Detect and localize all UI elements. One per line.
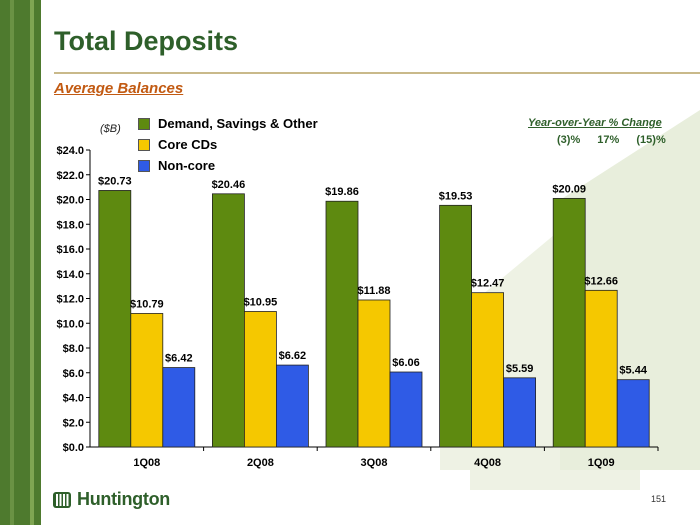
chart-legend: Demand, Savings & Other Core CDs Non-cor… (138, 113, 318, 176)
y-tick-label: $4.0 (63, 393, 84, 405)
y-tick-label: $6.0 (63, 368, 84, 380)
legend-swatch-core (138, 138, 150, 151)
unit-label: ($B) (100, 123, 121, 135)
y-tick-label: $22.0 (56, 170, 84, 182)
bar (98, 190, 132, 448)
data-label: $20.73 (98, 175, 132, 187)
legend-swatch-noncore (138, 159, 150, 172)
bar (503, 377, 537, 448)
legend-label-demand: Demand, Savings & Other (158, 116, 318, 131)
bar (162, 367, 196, 448)
data-label: $10.79 (130, 298, 164, 310)
yoy-change-core: 17% (597, 134, 620, 146)
data-label: $5.44 (619, 365, 647, 377)
title-divider (54, 72, 700, 74)
logo-text: Huntington (77, 489, 170, 509)
page-subtitle: Average Balances (54, 80, 184, 97)
y-tick-label: $0.0 (63, 442, 84, 454)
yoy-change-demand: (3)% (557, 134, 581, 146)
y-tick-label: $16.0 (56, 244, 84, 256)
data-label: $6.06 (392, 357, 420, 369)
legend-label-noncore: Non-core (158, 158, 216, 173)
company-logo: Huntington (52, 489, 170, 510)
legend-swatch-demand (138, 117, 150, 130)
x-tick-label: 1Q09 (588, 457, 615, 469)
bar (211, 193, 245, 448)
data-label: $12.66 (584, 275, 618, 287)
y-tick-label: $8.0 (63, 343, 84, 355)
bar (325, 200, 359, 448)
legend-item-core: Core CDs (138, 134, 318, 155)
bar (439, 204, 473, 448)
page-number: 151 (651, 494, 667, 504)
y-tick-label: $14.0 (56, 269, 84, 281)
page-title: Total Deposits (54, 26, 239, 56)
bar (243, 311, 277, 448)
data-label: $10.95 (244, 296, 278, 308)
y-tick-label: $24.0 (56, 145, 84, 157)
data-label: $19.53 (439, 190, 473, 202)
side-stripe (0, 0, 41, 525)
bar (471, 292, 505, 448)
legend-item-demand: Demand, Savings & Other (138, 113, 318, 134)
data-label: $12.47 (471, 278, 505, 290)
x-tick-label: 3Q08 (361, 457, 388, 469)
bar (357, 299, 391, 448)
huntington-logo-icon (53, 491, 71, 508)
bar (616, 379, 650, 448)
y-tick-label: $12.0 (56, 294, 84, 306)
yoy-change-values: (3)% 17% (15)% (557, 134, 678, 146)
yoy-change-title: Year-over-Year % Change (528, 117, 662, 129)
legend-label-core: Core CDs (158, 137, 218, 152)
bar (389, 371, 423, 448)
bar (275, 364, 309, 448)
bar (130, 313, 164, 448)
x-tick-label: 4Q08 (474, 457, 501, 469)
y-tick-label: $18.0 (56, 219, 84, 231)
data-label: $6.62 (279, 350, 307, 362)
data-label: $20.46 (212, 179, 246, 191)
data-label: $19.86 (325, 186, 359, 198)
data-label: $6.42 (165, 353, 193, 365)
bar (584, 289, 618, 448)
x-tick-label: 1Q08 (133, 457, 160, 469)
data-label: $11.88 (357, 285, 390, 297)
y-tick-label: $20.0 (56, 195, 84, 207)
data-label: $20.09 (552, 183, 586, 195)
data-label: $5.59 (506, 363, 534, 375)
legend-item-noncore: Non-core (138, 155, 318, 176)
bar (552, 197, 586, 448)
x-tick-label: 2Q08 (247, 457, 274, 469)
y-tick-label: $10.0 (56, 318, 84, 330)
y-tick-label: $2.0 (63, 417, 84, 429)
yoy-change-noncore: (15)% (636, 134, 666, 146)
